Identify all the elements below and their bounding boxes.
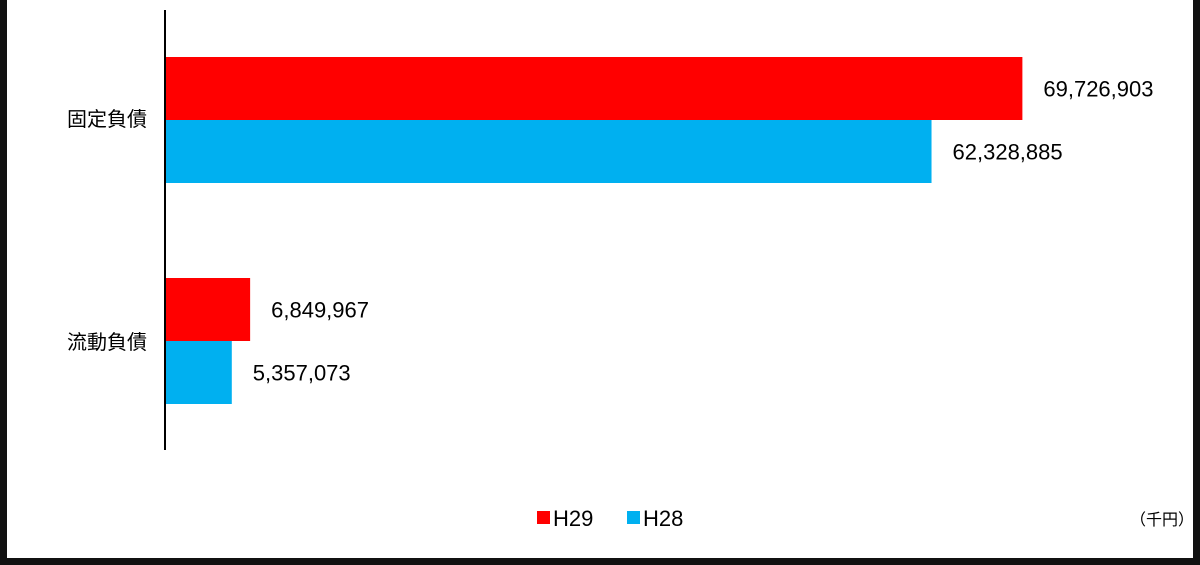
data-label-h29-current-liabilities: 6,849,967 xyxy=(271,298,369,323)
unit-label: （千円） xyxy=(1130,510,1194,529)
data-label-h29-fixed-liabilities: 69,726,903 xyxy=(1043,77,1153,102)
data-labels-layer: 69,726,903 6,849,967 62,328,885 5,357,073 xyxy=(253,77,1154,386)
bar-h29-current-liabilities xyxy=(166,278,251,341)
legend-swatch-h28 xyxy=(627,511,640,524)
legend: H29 H28 xyxy=(537,506,683,531)
legend-swatch-h29 xyxy=(537,511,550,524)
legend-label-h28: H28 xyxy=(643,506,683,531)
legend-label-h29: H29 xyxy=(553,506,593,531)
bar-h28-current-liabilities xyxy=(166,341,232,404)
data-label-h28-current-liabilities: 5,357,073 xyxy=(253,361,351,386)
category-label-current-liabilities: 流動負債 xyxy=(67,330,147,354)
bar-h28-fixed-liabilities xyxy=(166,120,932,183)
category-label-fixed-liabilities: 固定負債 xyxy=(67,107,147,131)
bar-chart: 69,726,903 6,849,967 62,328,885 5,357,073 固… xyxy=(67,10,1194,531)
bars-layer xyxy=(166,57,1023,404)
data-label-h28-fixed-liabilities: 62,328,885 xyxy=(953,140,1063,165)
bar-h29-fixed-liabilities xyxy=(166,57,1023,120)
